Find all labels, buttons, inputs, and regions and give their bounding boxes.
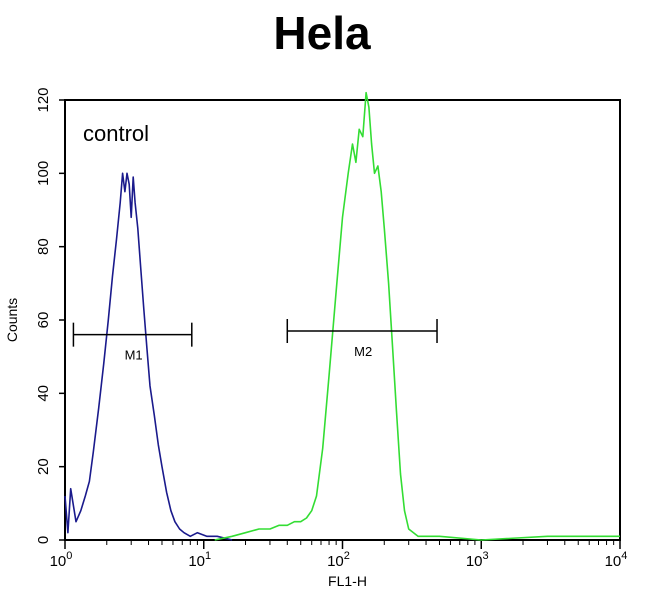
x-axis-label: FL1-H xyxy=(328,573,367,589)
y-axis-label: Counts xyxy=(4,298,20,342)
x-tick-label: 104 xyxy=(605,550,628,570)
y-tick-label: 120 xyxy=(35,87,52,112)
y-tick-label: 80 xyxy=(35,238,52,255)
control-annotation: control xyxy=(83,121,149,146)
gate-label: M1 xyxy=(125,348,143,363)
histogram-series xyxy=(64,91,620,541)
gate-marker-m2: M2 xyxy=(286,319,438,359)
gate-marker-m1: M1 xyxy=(72,322,193,363)
y-tick-label: 20 xyxy=(35,458,52,475)
histogram-series-1 xyxy=(64,172,233,541)
y-axis-ticks: 0 20 40 60 80 100 120 xyxy=(35,87,65,544)
histogram-series-2 xyxy=(214,91,620,541)
chart-title: Hela xyxy=(273,7,371,59)
x-axis-ticks: 100 101 102 103 104 xyxy=(50,540,628,570)
y-tick-label: 0 xyxy=(35,536,52,544)
plot-frame xyxy=(64,99,621,541)
y-tick-label: 40 xyxy=(35,385,52,402)
x-tick-label: 103 xyxy=(466,550,489,570)
gate-markers: M1 M2 xyxy=(72,319,438,363)
x-tick-label: 100 xyxy=(50,550,73,570)
x-tick-label: 102 xyxy=(327,550,350,570)
y-tick-label: 60 xyxy=(35,312,52,329)
gate-label: M2 xyxy=(354,344,372,359)
y-tick-label: 100 xyxy=(35,161,52,186)
x-tick-label: 101 xyxy=(188,550,211,570)
